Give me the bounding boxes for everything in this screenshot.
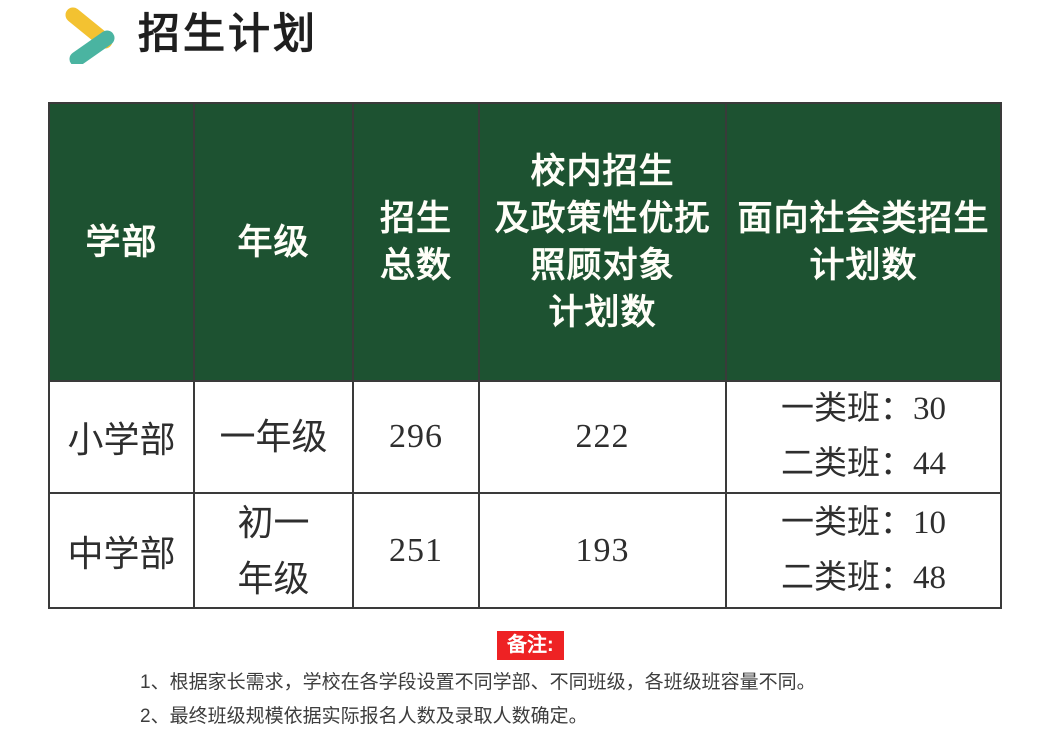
header-total-line2: 总数	[379, 246, 452, 285]
internal-value: 193	[575, 531, 630, 569]
cell-internal: 222	[478, 380, 727, 494]
total-value: 251	[389, 531, 443, 569]
note-badge: 备注:	[497, 631, 564, 660]
cell-total: 251	[352, 492, 480, 609]
cell-total: 296	[352, 380, 480, 494]
header-department-label: 学部	[85, 222, 158, 262]
table-row-primary: 小学部 一年级 296 222 一类班：30 二类班：44	[48, 380, 1002, 494]
cell-social: 一类班：10 二类班：48	[725, 492, 1002, 609]
social-class1-value: 一类班：10	[781, 504, 946, 541]
header-social-line2: 计划数	[809, 246, 918, 285]
header-social-line1: 面向社会类招生	[737, 199, 990, 238]
cell-internal: 193	[478, 492, 727, 609]
total-value: 296	[389, 418, 443, 455]
header-internal-plan: 校内招生 及政策性优抚 照顾对象 计划数	[478, 102, 727, 382]
grade-value: 一年级	[219, 417, 328, 457]
header-grade-label: 年级	[237, 222, 310, 262]
double-chevron-right-icon	[60, 4, 122, 67]
header-grade: 年级	[193, 102, 354, 382]
header-department: 学部	[48, 102, 195, 382]
social-class1-value: 一类班：30	[781, 391, 946, 427]
department-value: 小学部	[67, 420, 176, 460]
table-header-row: 学部 年级 招生 总数 校内招生 及政策性优抚 照顾对象 计划数 面向社会类招生…	[48, 102, 1002, 382]
header-internal-line3: 照顾对象	[530, 246, 675, 285]
header-internal-line1: 校内招生	[530, 152, 675, 191]
social-class2-value: 二类班：44	[781, 446, 946, 482]
grade-value-line2: 年级	[237, 558, 310, 599]
internal-value: 222	[575, 418, 630, 455]
cell-grade: 一年级	[193, 380, 354, 494]
header-total: 招生 总数	[352, 102, 480, 382]
cell-department: 中学部	[48, 492, 195, 609]
cell-social: 一类班：30 二类班：44	[725, 380, 1002, 494]
notes-list: 1、根据家长需求，学校在各学段设置不同学部、不同班级，各班级班容量不同。 2、最…	[140, 666, 816, 734]
social-class2-value: 二类班：48	[781, 559, 946, 596]
cell-grade: 初一 年级	[193, 492, 354, 609]
enrollment-plan-table: 学部 年级 招生 总数 校内招生 及政策性优抚 照顾对象 计划数 面向社会类招生…	[48, 102, 1002, 609]
table-row-middle: 中学部 初一 年级 251 193 一类班：10 二类班：48	[48, 492, 1002, 609]
header-internal-line2: 及政策性优抚	[494, 199, 711, 238]
note-item-2: 2、最终班级规模依据实际报名人数及录取人数确定。	[140, 706, 588, 727]
page-title: 招生计划	[138, 10, 319, 57]
department-value: 中学部	[67, 533, 176, 574]
cell-department: 小学部	[48, 380, 195, 494]
header-social-plan: 面向社会类招生 计划数	[725, 102, 1002, 382]
section-header: 招生计划	[60, 4, 319, 67]
note-item-1: 1、根据家长需求，学校在各学段设置不同学部、不同班级，各班级班容量不同。	[140, 672, 816, 693]
header-internal-line4: 计划数	[548, 293, 657, 332]
header-total-line1: 招生	[379, 199, 452, 238]
grade-value-line1: 初一	[237, 502, 310, 543]
